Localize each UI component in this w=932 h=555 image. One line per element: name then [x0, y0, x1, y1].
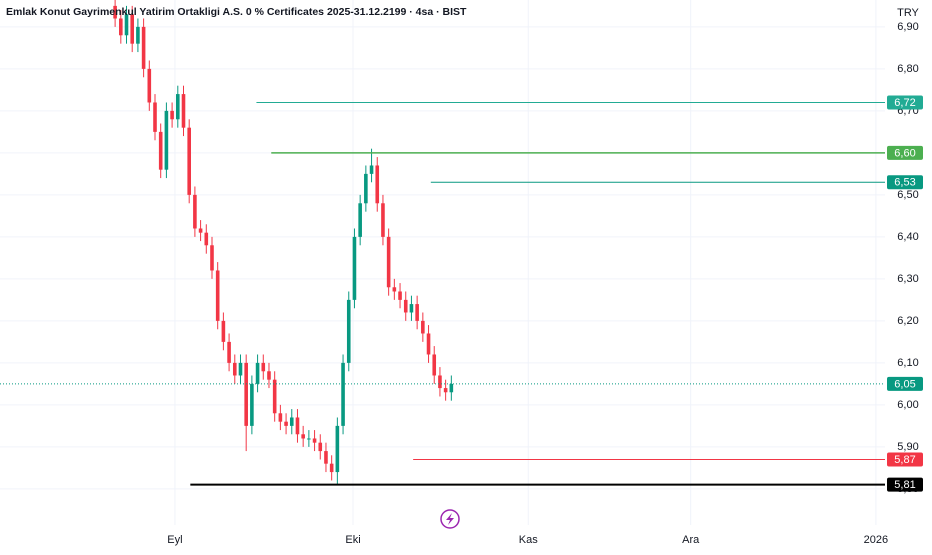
candle-body — [318, 442, 323, 452]
candle-body — [113, 5, 117, 19]
price-badge-label: 6,72 — [894, 97, 915, 109]
candle-body — [164, 110, 169, 170]
price-badge-label: 6,60 — [894, 147, 915, 159]
candle-body — [358, 203, 362, 237]
candle-body — [392, 287, 397, 292]
candle-body — [238, 362, 243, 376]
candle-body — [426, 333, 431, 355]
candle-body — [352, 236, 357, 300]
y-tick-label: 6,90 — [897, 21, 918, 33]
candle-body — [232, 362, 237, 376]
candle-body — [278, 413, 283, 422]
candle-body — [158, 131, 163, 170]
candle-body — [175, 94, 180, 120]
candle-body — [346, 299, 351, 363]
candle-body — [119, 18, 123, 36]
candle-body — [443, 388, 448, 393]
candle-body — [289, 417, 294, 426]
price-badge — [887, 175, 923, 190]
candle-body — [324, 451, 328, 464]
candle-body — [386, 236, 391, 288]
candle-body — [255, 362, 260, 384]
y-tick-label: 6,40 — [897, 231, 918, 243]
x-tick-label: Kas — [519, 534, 538, 546]
candle-body — [375, 165, 380, 204]
y-tick-label: 6,10 — [897, 357, 918, 369]
price-badge — [887, 452, 923, 467]
candle-body — [341, 362, 345, 426]
candle-body — [284, 421, 288, 426]
candles — [113, 0, 454, 485]
candle-body — [403, 299, 408, 313]
candle-body — [409, 304, 414, 313]
candle-body — [227, 341, 231, 363]
price-badge — [887, 376, 923, 391]
x-tick-label: 2026 — [864, 534, 888, 546]
candle-body — [210, 245, 214, 271]
candle-body — [170, 110, 174, 120]
price-badge — [887, 145, 923, 160]
candle-body — [244, 362, 248, 426]
candle-body — [267, 371, 271, 380]
candle-body — [215, 270, 220, 321]
lightning-icon[interactable] — [440, 509, 460, 529]
candle-body — [141, 26, 146, 69]
y-tick-label: 6,20 — [897, 315, 918, 327]
candle-body — [421, 320, 425, 334]
x-tick-label: Ara — [682, 534, 700, 546]
candle-body — [335, 425, 340, 473]
candle-body — [449, 383, 454, 393]
candle-body — [398, 291, 402, 300]
candle-body — [147, 68, 152, 103]
price-badge — [887, 477, 923, 492]
candle-body — [153, 102, 157, 132]
candle-body — [130, 14, 135, 44]
candle-body — [204, 232, 209, 246]
x-tick-label: Eki — [345, 534, 360, 546]
candle-body — [301, 434, 305, 439]
price-badge-label: 6,53 — [894, 177, 915, 189]
price-badge — [887, 95, 923, 110]
candle-body — [124, 14, 129, 36]
candle-body — [432, 354, 437, 376]
levels — [0, 101, 885, 486]
candle-body — [221, 320, 226, 342]
currency: TRY — [897, 7, 919, 19]
candle-body — [369, 165, 374, 174]
candle-body — [193, 194, 197, 229]
candle-body — [198, 228, 203, 233]
y-tick-label: 6,80 — [897, 63, 918, 75]
candle-body — [295, 417, 300, 435]
candle-body — [261, 362, 266, 372]
candle-body — [250, 383, 254, 426]
candle-body — [187, 127, 191, 195]
y-tick-label: 6,50 — [897, 189, 918, 201]
candle-body — [364, 173, 368, 204]
candle-body — [312, 438, 317, 443]
price-badge-label: 6,05 — [894, 378, 915, 390]
y-tick-label: 5,90 — [897, 441, 918, 453]
candle-body — [307, 438, 311, 440]
candle-body — [181, 94, 186, 128]
candle-body — [272, 379, 277, 414]
y-tick-label: 6,00 — [897, 399, 918, 411]
y-tick-label: 6,30 — [897, 273, 918, 285]
candle-body — [381, 203, 385, 237]
candle-body — [329, 463, 334, 473]
candle-body — [438, 375, 442, 389]
price-badge-label: 5,81 — [894, 479, 915, 491]
candle-body — [136, 26, 140, 44]
candle-body — [415, 304, 419, 321]
price-badge-label: 5,87 — [894, 454, 915, 466]
x-tick-label: Eyl — [167, 534, 182, 546]
chart-title: Emlak Konut Gayrimenkul Yatirim Ortaklig… — [6, 6, 467, 18]
